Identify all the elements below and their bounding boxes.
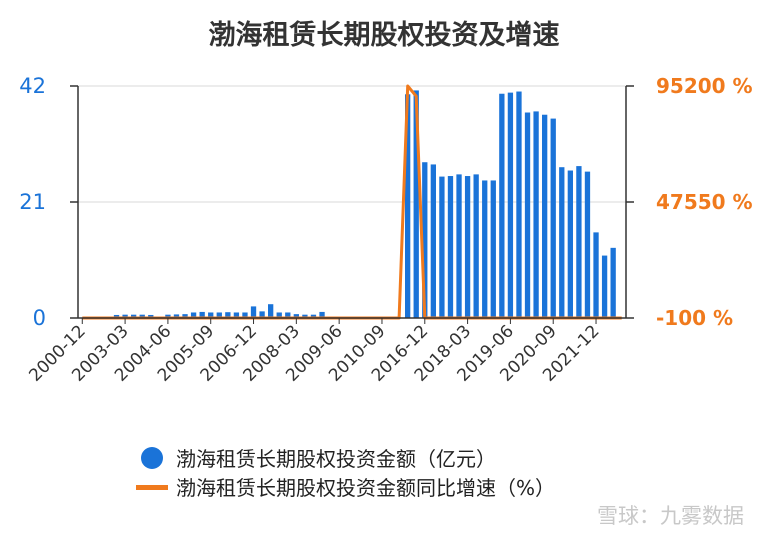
bar (139, 314, 145, 318)
bar (242, 312, 248, 318)
bar (250, 306, 257, 318)
bar (302, 314, 308, 318)
bar (567, 170, 573, 318)
bar (464, 176, 471, 318)
left-tick-label: 21 (19, 190, 46, 214)
bar (533, 111, 539, 319)
bar (482, 180, 488, 318)
bar (576, 166, 582, 318)
bar (439, 176, 445, 318)
bar (447, 176, 454, 318)
legend-label-line: 渤海租赁长期股权投资金额同比增速（%） (176, 476, 555, 500)
bar (456, 174, 462, 318)
bar (507, 92, 514, 318)
bar (310, 314, 317, 318)
bar (550, 118, 556, 318)
right-tick-label: 47550 % (656, 190, 753, 214)
bar (208, 312, 214, 318)
left-y-axis-ticks: 0 21 42 (19, 74, 78, 330)
legend-item-bar[interactable]: 渤海租赁长期股权投资金额（亿元） (141, 447, 496, 471)
bar (190, 312, 197, 318)
legend-line-icon (136, 485, 168, 490)
bar (293, 314, 299, 318)
bar (276, 312, 282, 318)
bar (542, 114, 548, 318)
bar (405, 94, 411, 319)
bar (319, 311, 325, 318)
bar (413, 90, 419, 319)
left-tick-label: 0 (33, 306, 46, 330)
legend-label-bar: 渤海租赁长期股权投资金额（亿元） (176, 447, 496, 471)
bar (430, 164, 436, 318)
bar (148, 314, 154, 318)
bar (165, 314, 171, 318)
watermark-text: 雪球：九雾数据 (597, 504, 744, 528)
bar (131, 314, 137, 318)
bar (473, 174, 479, 318)
bar (516, 91, 522, 319)
bar (173, 314, 180, 318)
bar (490, 180, 496, 318)
bar (422, 162, 428, 318)
bar (559, 167, 565, 318)
bar (524, 112, 531, 318)
bar (122, 314, 128, 318)
bar (601, 255, 608, 318)
bar (610, 247, 616, 318)
bar (225, 312, 231, 318)
chart-title: 渤海租赁长期股权投资及增速 (209, 19, 560, 51)
bar (593, 232, 599, 318)
right-tick-label: 95200 % (656, 74, 753, 98)
legend: 渤海租赁长期股权投资金额（亿元） 渤海租赁长期股权投资金额同比增速（%） (136, 447, 555, 500)
bar (113, 314, 120, 318)
bar (499, 93, 505, 318)
bar (268, 304, 274, 318)
bar (259, 311, 265, 318)
left-tick-label: 42 (19, 74, 46, 98)
legend-item-line[interactable]: 渤海租赁长期股权投资金额同比增速（%） (136, 476, 555, 500)
bar (182, 314, 188, 318)
legend-circle-icon (141, 447, 163, 469)
bar (285, 312, 291, 318)
bar (584, 171, 591, 318)
bar (216, 312, 222, 318)
bar (199, 311, 205, 318)
bar (233, 312, 240, 318)
x-axis-ticks: 2000-122003-032004-062005-092006-122008-… (25, 318, 604, 386)
right-tick-label: -100 % (656, 306, 733, 330)
bar-series (113, 90, 616, 319)
right-y-axis-ticks: -100 % 47550 % 95200 % (626, 74, 753, 330)
